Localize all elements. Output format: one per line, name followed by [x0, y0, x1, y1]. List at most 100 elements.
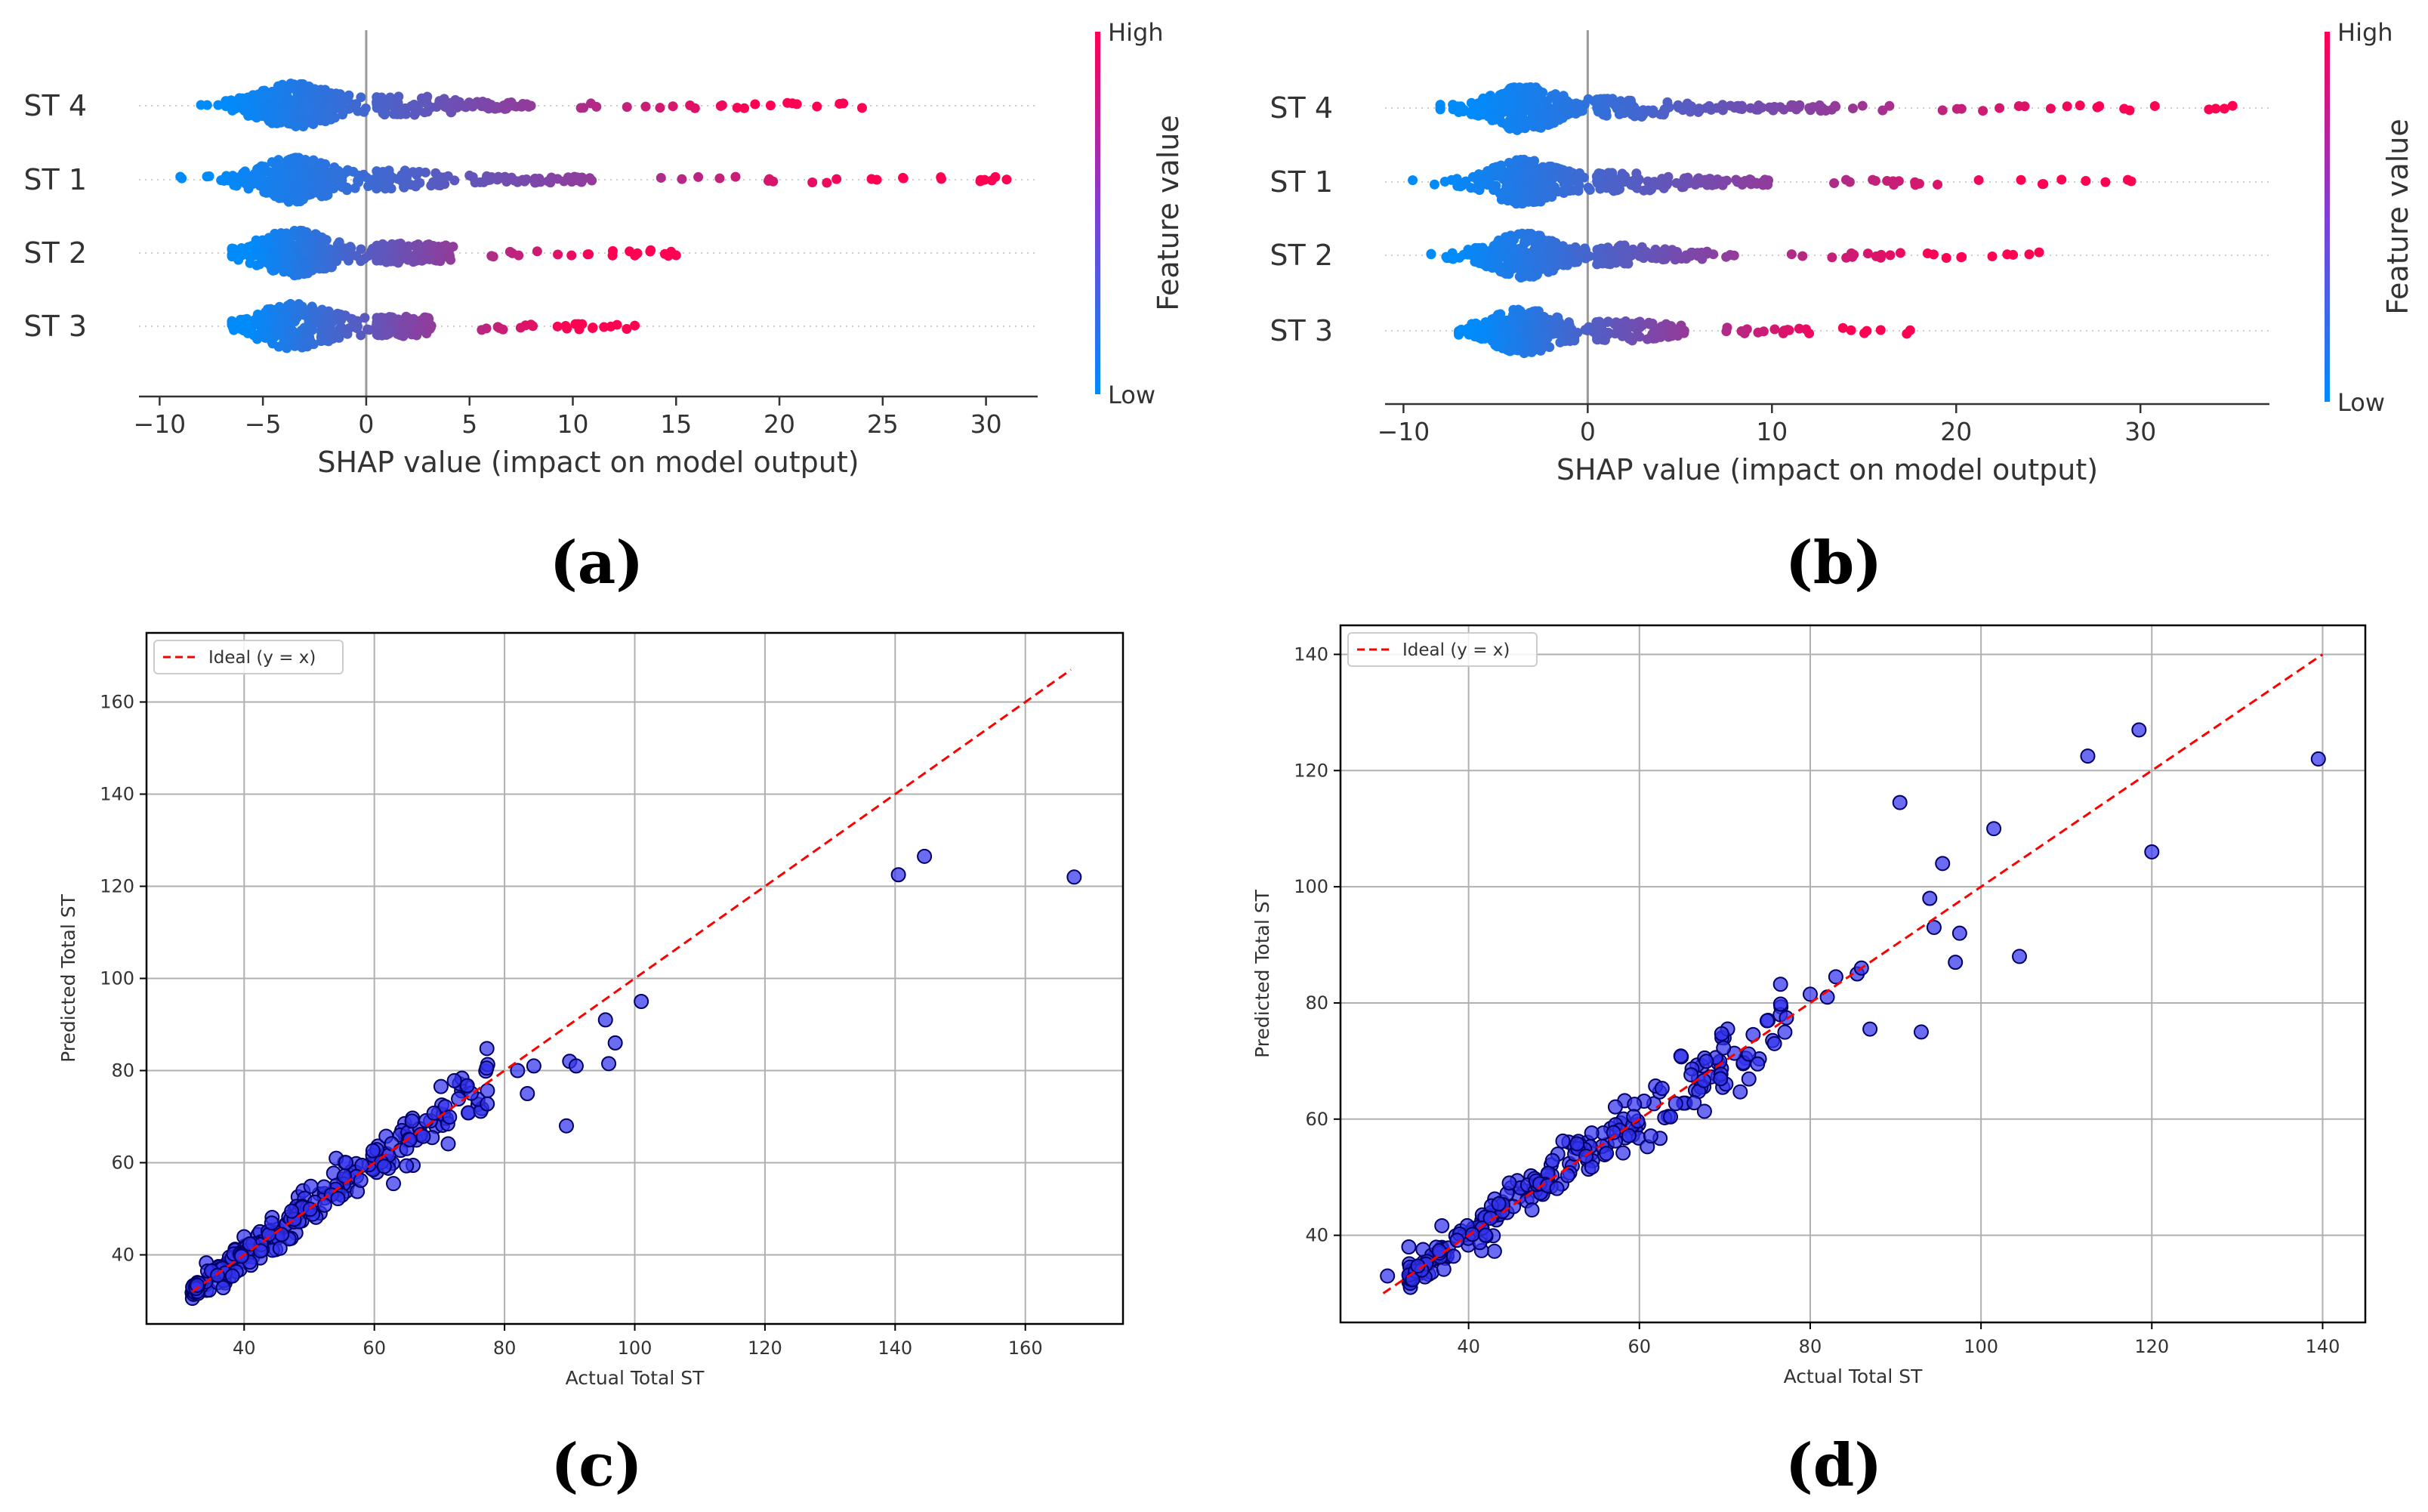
shap-point-b	[1745, 174, 1755, 184]
plot-frame-c	[145, 631, 1125, 1325]
shap-point-b	[1503, 179, 1513, 190]
scatter-point-d	[1935, 856, 1951, 872]
x-tick-label-c: 40	[233, 1338, 256, 1359]
shap-point-a	[514, 250, 524, 261]
x-tick-label-a: 0	[358, 409, 374, 439]
shap-point-a	[308, 119, 319, 129]
shap-point-b	[1645, 185, 1655, 196]
shap-point-a	[470, 177, 480, 188]
shap-point-a	[400, 106, 410, 117]
shap-point-b	[1677, 105, 1688, 116]
shap-point-b	[1550, 240, 1561, 251]
shap-point-b	[1650, 244, 1661, 255]
shap-point-a	[279, 116, 290, 126]
x-tick-label-c: 60	[363, 1338, 386, 1359]
colorbar-title-b: Feature value	[2381, 119, 2414, 314]
colorbar-high-label-b: High	[2337, 18, 2393, 47]
shap-point-a	[310, 84, 320, 94]
scatter-point-c	[386, 1176, 402, 1192]
shap-point-a	[320, 86, 331, 97]
scatter-point-d	[1892, 795, 1908, 810]
shap-point-a	[625, 246, 635, 257]
shap-point-b	[1454, 327, 1464, 338]
shap-point-b	[1504, 122, 1514, 133]
panel-label-d: (d)	[1785, 1431, 1883, 1500]
shap-point-a	[599, 322, 609, 332]
shap-point-a	[400, 242, 411, 252]
shap-point-a	[379, 313, 390, 323]
scatter-point-d	[1772, 996, 1788, 1012]
shap-point-a	[488, 251, 498, 262]
shap-point-a	[297, 193, 307, 203]
shap-point-a	[546, 175, 557, 186]
shap-point-b	[1630, 104, 1641, 115]
shap-point-a	[325, 308, 335, 319]
shap-point-a	[250, 95, 261, 106]
y-tick-label-d: 120	[1294, 760, 1328, 781]
shap-point-a	[283, 248, 294, 259]
shap-point-b	[1621, 322, 1631, 332]
x-tick-label-a: 15	[660, 409, 692, 439]
scatter-point-c	[1066, 869, 1082, 885]
scatter-point-d	[1698, 1054, 1714, 1069]
shap-point-b	[1448, 254, 1458, 264]
shap-point-a	[476, 99, 486, 110]
shap-point-a	[1001, 174, 1012, 185]
scatter-point-c	[480, 1096, 495, 1112]
y-tick-label-d: 60	[1305, 1109, 1328, 1130]
scatter-point-d	[2144, 844, 2160, 859]
shap-point-a	[196, 100, 206, 110]
scatter-point-d	[1862, 1021, 1878, 1037]
shap-point-a	[242, 328, 253, 338]
shap-point-b	[1509, 338, 1519, 348]
shap-point-b	[1538, 87, 1548, 97]
x-axis-label-b: SHAP value (impact on model output)	[1556, 453, 2098, 486]
shap-point-b	[1495, 309, 1506, 319]
x-tick-label-c: 140	[878, 1338, 912, 1359]
shap-point-a	[213, 100, 224, 110]
feature-label-b: ST 3	[1270, 314, 1333, 347]
scatter-point-c	[376, 1159, 392, 1174]
shap-point-a	[622, 324, 632, 335]
shap-point-b	[1479, 103, 1490, 114]
shap-point-a	[283, 196, 294, 207]
shap-point-a	[340, 310, 350, 321]
colorbar-a	[1095, 32, 1100, 394]
shap-point-a	[400, 165, 410, 176]
shap-point-b	[1492, 256, 1503, 267]
shap-point-a	[730, 171, 741, 182]
shap-point-a	[480, 174, 491, 185]
shap-point-a	[271, 324, 282, 335]
shap-point-b	[1544, 103, 1554, 113]
shap-point-b	[1506, 345, 1516, 356]
shap-point-a	[314, 111, 325, 122]
shap-point-a	[807, 177, 818, 187]
shap-point-a	[313, 92, 324, 103]
scatter-point-d	[1615, 1145, 1631, 1161]
shap-point-a	[242, 102, 253, 113]
shap-point-b	[1542, 333, 1553, 344]
shap-point-b	[1769, 324, 1780, 335]
shap-point-a	[360, 103, 371, 113]
shap-point-a	[175, 171, 186, 182]
shap-point-b	[1513, 261, 1524, 272]
shap-point-a	[344, 323, 354, 334]
shap-point-b	[1500, 102, 1510, 113]
shap-point-b	[1583, 182, 1593, 193]
shap-point-a	[251, 103, 261, 113]
shap-point-b	[1529, 162, 1540, 172]
shap-point-a	[332, 308, 343, 319]
scatter-point-c	[634, 994, 649, 1009]
shap-point-a	[822, 177, 832, 188]
scatter-point-d	[1828, 969, 1843, 985]
shap-point-a	[434, 252, 445, 263]
shap-point-a	[294, 299, 304, 310]
shap-point-a	[279, 237, 290, 248]
shap-point-a	[750, 99, 760, 110]
scatter-point-c	[215, 1280, 231, 1296]
shap-point-a	[338, 171, 348, 181]
scatter-point-d	[1802, 986, 1818, 1002]
shap-point-a	[521, 174, 532, 185]
shap-point-b	[1563, 168, 1574, 179]
colorbar-low-label-b: Low	[2337, 388, 2385, 417]
